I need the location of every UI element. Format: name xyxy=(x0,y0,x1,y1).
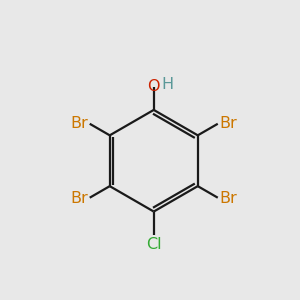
Text: Br: Br xyxy=(220,191,237,206)
Text: Cl: Cl xyxy=(146,237,162,252)
Text: H: H xyxy=(161,77,173,92)
Text: Br: Br xyxy=(70,116,88,131)
Text: Br: Br xyxy=(70,191,88,206)
Text: O: O xyxy=(148,79,160,94)
Text: Br: Br xyxy=(220,116,237,131)
